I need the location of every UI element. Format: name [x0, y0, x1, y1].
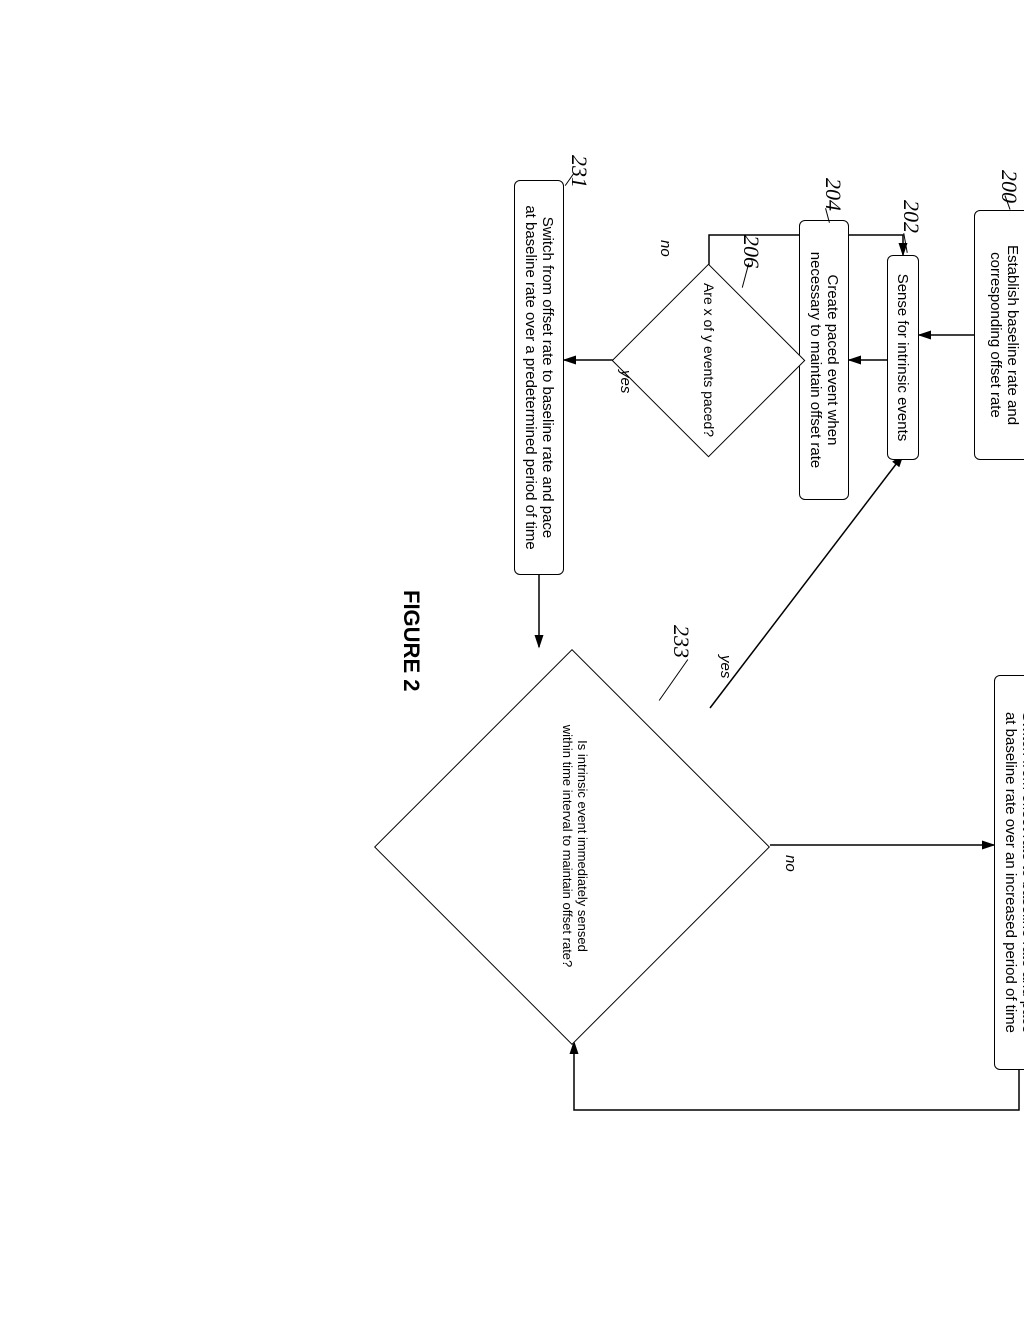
box-switch-predetermined: Switch from offset rate to baseline rate… — [514, 180, 564, 575]
ref-231: 231 — [566, 155, 592, 188]
ref-200: 200 — [996, 170, 1022, 203]
box-switch-increased: Switch from offset rate to baseline rate… — [994, 675, 1024, 1070]
label-233-no: no — [782, 855, 799, 872]
label-206-yes: yes — [617, 370, 634, 393]
box-231-text: Switch from offset rate to baseline rate… — [522, 205, 556, 549]
ref-202: 202 — [898, 200, 924, 233]
box-establish-baseline: Establish baseline rate andcorresponding… — [974, 210, 1024, 460]
figure-label: FIGURE 2 — [398, 590, 424, 691]
flowchart: dynamic Establish baseline rate andcorre… — [264, 100, 1024, 1200]
leader-202 — [903, 233, 907, 253]
diamond-233-text: Is intrinsic event immediately sensedwit… — [560, 706, 590, 986]
ref-204: 204 — [820, 178, 846, 211]
ref-233: 233 — [668, 625, 694, 658]
box-sense-intrinsic: Sense for intrinsic events — [887, 255, 919, 460]
box-create-paced: Create paced event whennecessary to main… — [799, 220, 849, 500]
leader-233 — [659, 659, 688, 701]
box-204-text: Create paced event whennecessary to main… — [807, 252, 841, 469]
diamond-206-text: Are x of y events paced? — [701, 280, 717, 440]
box-200-text: Establish baseline rate andcorresponding… — [987, 245, 1021, 425]
ref-206: 206 — [738, 235, 764, 268]
box-239-text: Switch from offset rate to baseline rate… — [1002, 712, 1024, 1034]
label-233-yes: yes — [717, 655, 734, 678]
label-206-no: no — [657, 240, 674, 257]
box-202-text: Sense for intrinsic events — [895, 274, 912, 442]
